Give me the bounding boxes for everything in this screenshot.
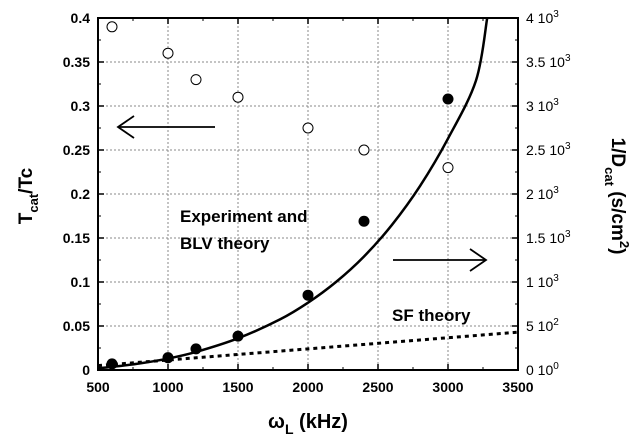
y-right-tick-label: 3 103 xyxy=(526,97,559,114)
y-left-tick-label: 0.1 xyxy=(71,274,91,290)
open-circle-point xyxy=(442,162,454,174)
open-circle-point xyxy=(106,21,118,33)
x-tick-label: 1000 xyxy=(152,379,183,395)
sf-theory-label: SF theory xyxy=(392,306,471,325)
filled-circle-point xyxy=(442,93,454,105)
y-left-tick-label: 0.05 xyxy=(63,318,90,334)
y-left-tick-label: 0.2 xyxy=(71,186,91,202)
experiment-label-line2: BLV theory xyxy=(180,234,270,253)
x-tick-label: 3000 xyxy=(432,379,463,395)
filled-circle-point xyxy=(190,343,202,355)
open-circle-point xyxy=(358,144,370,156)
y-right-tick-label: 3.5 103 xyxy=(526,53,571,70)
x-tick-label: 2000 xyxy=(292,379,323,395)
filled-circle-point xyxy=(106,358,118,370)
x-tick-label: 2500 xyxy=(362,379,393,395)
y-right-tick-label: 1 103 xyxy=(526,273,559,290)
y-left-tick-label: 0 xyxy=(82,362,90,378)
y-left-tick-label: 0.4 xyxy=(71,10,91,26)
sf-theory-line xyxy=(98,330,518,368)
y-right-tick-label: 0 100 xyxy=(526,361,559,378)
filled-circle-point xyxy=(162,352,174,364)
x-axis-ticks: 500 1000 1500 2000 2500 3000 3500 xyxy=(86,18,534,395)
open-circle-point xyxy=(232,91,244,103)
y-right-tick-label: 2.5 103 xyxy=(526,141,571,158)
x-tick-label: 500 xyxy=(86,379,110,395)
left-arrow xyxy=(116,115,215,139)
right-arrow xyxy=(393,248,488,272)
y-left-tick-label: 0.15 xyxy=(63,230,90,246)
y-right-axis-title: 1/Dcat (s/cm2) xyxy=(602,138,629,255)
plot-frame xyxy=(97,17,519,371)
experiment-label-line1: Experiment and xyxy=(180,207,308,226)
open-circle-point xyxy=(162,47,174,59)
filled-circle-point xyxy=(232,330,244,342)
y-right-tick-label: 2 103 xyxy=(526,185,559,202)
y-right-tick-label: 4 103 xyxy=(526,9,559,26)
y-left-tick-label: 0.35 xyxy=(63,54,90,70)
filled-circle-point xyxy=(358,215,370,227)
x-tick-label: 1500 xyxy=(222,379,253,395)
y-left-tick-label: 0.3 xyxy=(71,98,91,114)
x-tick-label: 3500 xyxy=(502,379,533,395)
data-markers xyxy=(106,21,454,370)
x-axis-title: ωL (kHz) xyxy=(268,411,348,437)
y-left-tick-label: 0.25 xyxy=(63,142,90,158)
y-left-axis-title: Tcat/Tc xyxy=(16,167,41,224)
y-right-tick-label: 1.5 103 xyxy=(526,229,571,246)
open-circle-point xyxy=(190,74,202,86)
open-circle-point xyxy=(302,122,314,134)
grid xyxy=(98,18,518,370)
filled-circle-point xyxy=(302,289,314,301)
y-right-tick-label: 5 102 xyxy=(526,317,559,334)
y-right-axis-ticks: 0 100 5 102 1 103 1.5 103 2 103 2.5 103 3 103 3… xyxy=(512,9,571,378)
data-series xyxy=(98,18,518,370)
y-left-axis-ticks: 0 0.05 0.1 0.15 0.2 0.25 0.3 0.35 0.4 xyxy=(63,10,104,378)
